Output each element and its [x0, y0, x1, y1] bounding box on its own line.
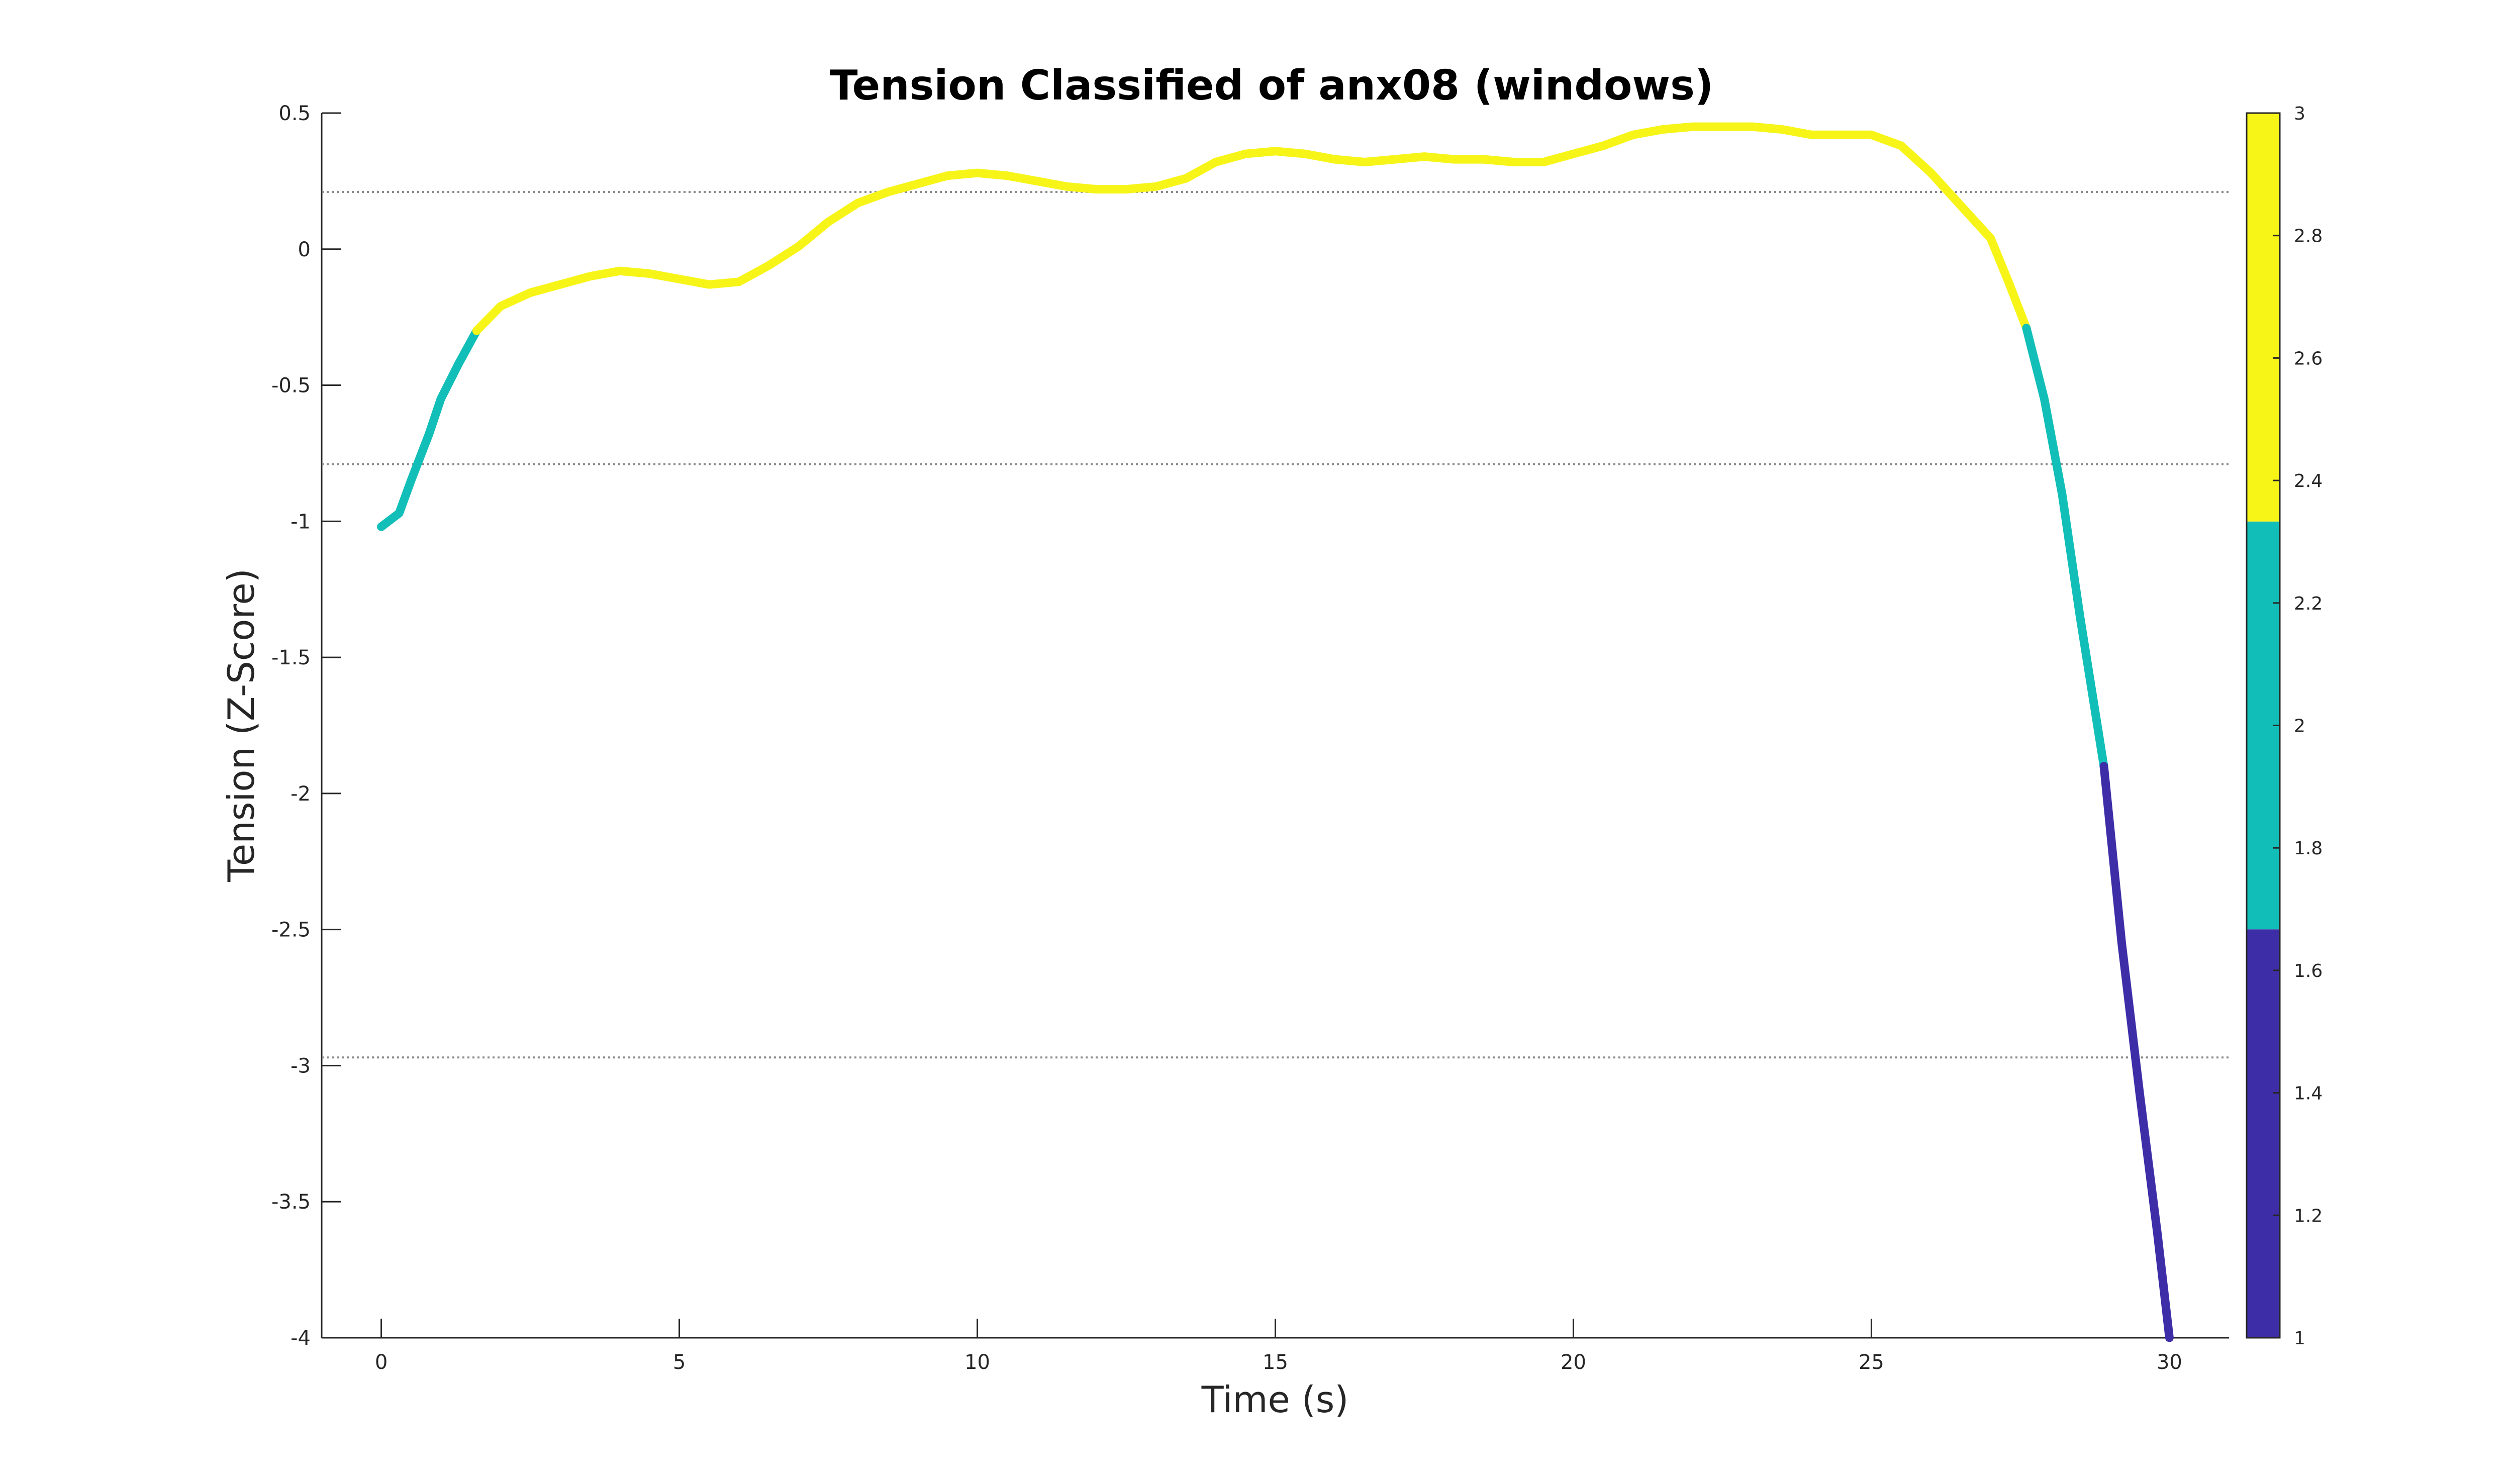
- colorbar-tick-label: 2: [2294, 716, 2305, 737]
- y-tick-label: 0.5: [278, 102, 311, 125]
- colorbar-tick-label: 1.8: [2294, 838, 2323, 859]
- colorbar-tick-label: 2.4: [2294, 471, 2323, 491]
- series-class-3-line: [472, 122, 2031, 335]
- series-class-2-line: [2022, 324, 2108, 771]
- y-tick-label: -1: [291, 510, 311, 533]
- y-ticks: 0.5 0 -0.5 -1 -1.5 -2 -2.5 -3 -3.5 -4: [271, 102, 341, 1350]
- y-tick-label: 0: [298, 238, 311, 261]
- colorbar-tick-label: 1: [2294, 1328, 2305, 1349]
- y-tick-label: -1.5: [271, 646, 311, 669]
- y-tick-label: -0.5: [271, 374, 311, 398]
- x-tick-label: 15: [1263, 1351, 1288, 1374]
- y-axis-label: Tension (Z-Score): [220, 568, 262, 882]
- threshold-lines: [322, 191, 2229, 1059]
- x-ticks: 0 5 10 15 20 25 30: [375, 1319, 2182, 1374]
- x-tick-label: 30: [2157, 1351, 2182, 1374]
- colorbar-tick-label: 1.2: [2294, 1206, 2323, 1226]
- x-tick-label: 10: [964, 1351, 990, 1374]
- x-tick-label: 20: [1561, 1351, 1586, 1374]
- colorbar-tick-label: 1.6: [2294, 961, 2323, 981]
- x-tick-label: 25: [1859, 1351, 1884, 1374]
- series-class-2-line: [377, 326, 481, 531]
- colorbar: 1 1.2 1.4 1.6 1.8 2 2.2 2.4 2.6 2.8 3: [2246, 104, 2323, 1349]
- y-tick-label: -3.5: [271, 1191, 311, 1214]
- plot-area: 0 5 10 15 20 25 30 0.5 0 -0.5 -1 -1.5 -2 -2.5 -3 -3.5 -…: [271, 102, 2229, 1374]
- x-tick-label: 5: [673, 1351, 686, 1374]
- y-tick-label: -2.5: [271, 919, 311, 942]
- colorbar-band: [2247, 929, 2280, 1338]
- series-group: [377, 122, 2174, 1342]
- colorbar-tick-label: 2.2: [2294, 593, 2323, 614]
- y-tick-label: -3: [291, 1054, 311, 1077]
- colorbar-tick-label: 1.4: [2294, 1083, 2323, 1104]
- x-axis-label: Time (s): [1201, 1378, 1349, 1421]
- colorbar-ticks: 1 1.2 1.4 1.6 1.8 2 2.2 2.4 2.6 2.8 3: [2273, 104, 2323, 1349]
- y-tick-label: -4: [291, 1327, 311, 1350]
- colorbar-tick-label: 3: [2294, 104, 2305, 124]
- y-tick-label: -2: [291, 782, 311, 806]
- colorbar-band: [2247, 113, 2280, 522]
- x-tick-label: 0: [375, 1351, 388, 1374]
- colorbar-tick-label: 2.6: [2294, 348, 2323, 369]
- chart-title: Tension Classified of anx08 (windows): [830, 62, 1714, 110]
- series-class-1-line: [2099, 762, 2174, 1342]
- colorbar-tick-label: 2.8: [2294, 226, 2323, 247]
